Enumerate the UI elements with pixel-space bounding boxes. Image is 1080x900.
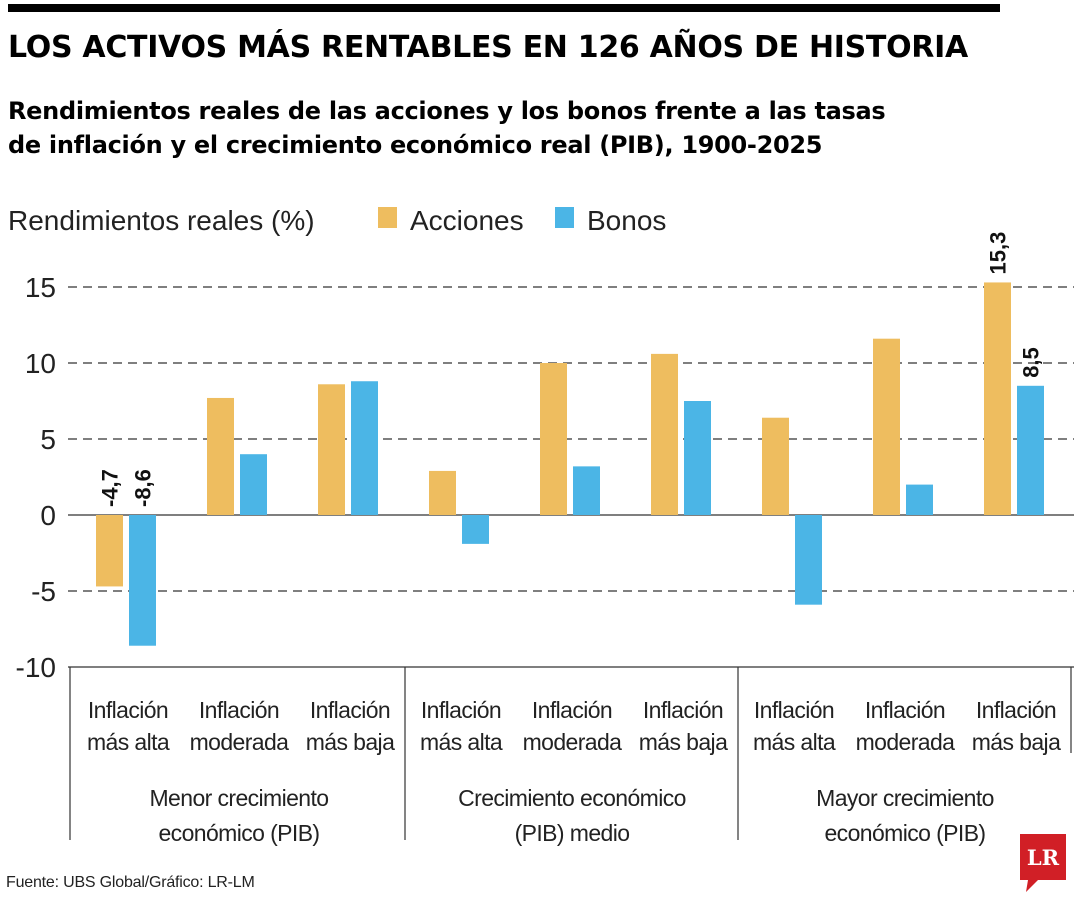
bar-acciones-4 xyxy=(540,363,567,515)
bars xyxy=(96,282,1044,646)
lr-logo: LR xyxy=(1020,834,1066,892)
legend-label-acciones: Acciones xyxy=(410,205,524,236)
category-label: más alta xyxy=(420,729,503,755)
x-axis xyxy=(69,667,1072,840)
bar-acciones-7 xyxy=(873,338,900,515)
category-label: moderada xyxy=(190,729,290,755)
y-tick-label: -10 xyxy=(16,652,56,683)
chart-title: LOS ACTIVOS MÁS RENTABLES EN 126 AÑOS DE… xyxy=(8,30,968,65)
category-label: más alta xyxy=(87,729,170,755)
category-label: Inflación xyxy=(865,697,945,723)
chart-text: Rendimientos reales (%) Acciones Bonos 15 10… xyxy=(8,205,1062,846)
bar-acciones-1 xyxy=(207,397,234,515)
bar-bonos-4 xyxy=(573,466,600,515)
bar-chart: Rendimientos reales (%) Acciones Bonos 15 10… xyxy=(8,205,1074,846)
y-axis-label: Rendimientos reales (%) xyxy=(8,205,315,236)
category-label: moderada xyxy=(523,729,623,755)
category-label: Inflación xyxy=(643,697,723,723)
category-label: Inflación xyxy=(532,697,612,723)
y-tick-label: 15 xyxy=(25,272,56,303)
group-label: económico (PIB) xyxy=(824,820,985,846)
category-label: más baja xyxy=(306,729,395,755)
category-label: Inflación xyxy=(310,697,390,723)
bar-bonos-6 xyxy=(795,515,822,605)
category-label: más baja xyxy=(639,729,728,755)
y-tick-label: 10 xyxy=(25,348,56,379)
category-label: moderada xyxy=(856,729,956,755)
chart-subtitle: Rendimientos reales de las acciones y lo… xyxy=(8,94,1008,162)
bar-bonos-0 xyxy=(129,515,156,646)
bar-bonos-8 xyxy=(1017,385,1044,515)
y-tick-label: 0 xyxy=(40,500,56,531)
bar-acciones-8 xyxy=(984,282,1011,515)
group-label: Crecimiento económico xyxy=(458,785,686,811)
category-label: más baja xyxy=(972,729,1061,755)
data-label: 15,3 xyxy=(986,232,1011,275)
category-label: Inflación xyxy=(976,697,1056,723)
group-label: económico (PIB) xyxy=(158,820,319,846)
category-label: Inflación xyxy=(754,697,834,723)
category-label: más alta xyxy=(753,729,836,755)
source-note: Fuente: UBS Global/Gráfico: LR-LM xyxy=(6,874,255,891)
y-tick-label: 5 xyxy=(40,424,56,455)
legend-label-bonos: Bonos xyxy=(587,205,666,236)
data-label: -4,7 xyxy=(98,469,123,507)
bar-bonos-2 xyxy=(351,381,378,515)
category-label: Inflación xyxy=(199,697,279,723)
group-label: (PIB) medio xyxy=(515,820,630,846)
legend-swatch-bonos xyxy=(555,207,574,228)
y-tick-label: -5 xyxy=(31,576,56,607)
bar-bonos-3 xyxy=(462,515,489,544)
bar-bonos-5 xyxy=(684,401,711,515)
group-label: Mayor crecimiento xyxy=(816,785,994,811)
bar-acciones-0 xyxy=(96,515,123,587)
bar-acciones-6 xyxy=(762,417,789,515)
bar-acciones-5 xyxy=(651,353,678,515)
bar-acciones-3 xyxy=(429,470,456,515)
category-label: Inflación xyxy=(421,697,501,723)
subtitle-line-1: Rendimientos reales de las acciones y lo… xyxy=(8,97,886,125)
data-label: 8,5 xyxy=(1019,347,1044,378)
group-label: Menor crecimiento xyxy=(150,785,329,811)
data-label: -8,6 xyxy=(131,469,156,507)
bar-bonos-7 xyxy=(906,484,933,515)
subtitle-line-2: de inflación y el crecimiento económico … xyxy=(8,131,823,159)
top-rule xyxy=(8,4,1000,12)
legend-swatch-acciones xyxy=(378,207,397,228)
bar-bonos-1 xyxy=(240,454,267,515)
gridlines xyxy=(68,286,1074,668)
bar-acciones-2 xyxy=(318,384,345,515)
category-label: Inflación xyxy=(88,697,168,723)
logo-text: LR xyxy=(1027,845,1060,870)
